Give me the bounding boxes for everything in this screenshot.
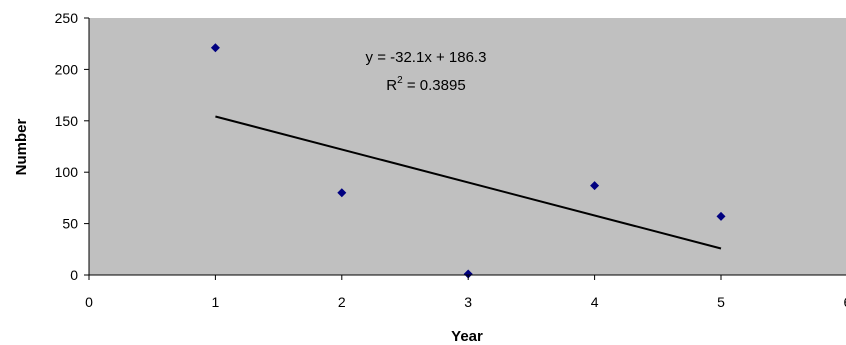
x-tick-label: 6 xyxy=(844,294,846,310)
y-tick-label: 0 xyxy=(70,267,78,283)
axis-layer: 0 50 100 150 200 250 0 1 2 3 4 5 6 xyxy=(55,10,846,310)
y-tick-label: 150 xyxy=(55,113,79,129)
points-layer xyxy=(210,43,726,279)
y-axis-title: Number xyxy=(13,119,30,176)
y-tick-label: 100 xyxy=(55,164,79,180)
y-tick-label: 250 xyxy=(55,10,79,26)
trendline-layer xyxy=(215,115,722,250)
trendline-equation: y = -32.1x + 186.3 xyxy=(366,49,487,66)
x-tick-label: 0 xyxy=(85,294,93,310)
r-squared-label: R2 = 0.3895 xyxy=(386,75,465,94)
data-point xyxy=(590,181,600,191)
data-point xyxy=(463,269,473,279)
y-tick-label: 50 xyxy=(62,216,78,232)
data-point xyxy=(716,211,726,221)
plot-area xyxy=(89,18,846,275)
data-point xyxy=(210,43,220,53)
x-tick-label: 4 xyxy=(591,294,599,310)
y-tick-label: 200 xyxy=(55,61,79,77)
x-tick-label: 5 xyxy=(717,294,725,310)
x-tick-label: 3 xyxy=(464,294,472,310)
trendline xyxy=(215,115,722,250)
x-tick-label: 1 xyxy=(212,294,220,310)
x-tick-label: 2 xyxy=(338,294,346,310)
data-point xyxy=(337,188,347,198)
x-axis-title: Year xyxy=(451,328,483,345)
